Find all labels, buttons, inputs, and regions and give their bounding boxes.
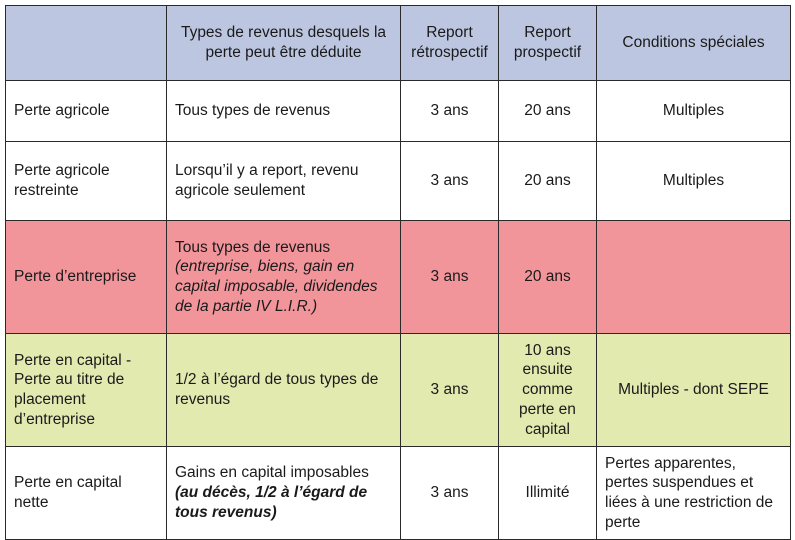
revenue-types-cell: Tous types de revenus (entreprise, biens…: [166, 220, 401, 334]
revenue-types-note: (au décès, 1/2 à l’égard de tous revenus…: [175, 484, 368, 521]
carryforward-cell: 20 ans: [498, 141, 597, 221]
header-special-conditions: Conditions spéciales: [596, 5, 791, 81]
revenue-types-cell: Gains en capital imposables (au décès, 1…: [166, 446, 401, 540]
carryback-cell: 3 ans: [400, 220, 499, 334]
table-row-business-loss: Perte d’entreprise Tous types de revenus…: [5, 220, 791, 334]
revenue-types-text: 1/2 à l’égard de tous types de revenus: [175, 371, 379, 408]
table-row-farm-loss: Perte agricole Tous types de revenus 3 a…: [5, 80, 791, 142]
header-blank-cell: [5, 5, 167, 81]
revenue-types-cell: Tous types de revenus: [166, 80, 401, 142]
loss-carryover-table-container: Types de revenus desquels la perte peut …: [5, 5, 791, 540]
revenue-types-text: Lorsqu’il y a report, revenu agricole se…: [175, 162, 359, 199]
loss-type-cell: Perte en capital - Perte au titre de pla…: [5, 333, 167, 447]
carryback-cell: 3 ans: [400, 141, 499, 221]
loss-type-cell: Perte agricole restreinte: [5, 141, 167, 221]
table-row-capital-loss-abil: Perte en capital - Perte au titre de pla…: [5, 333, 791, 447]
loss-type-cell: Perte agricole: [5, 80, 167, 142]
revenue-types-cell: Lorsqu’il y a report, revenu agricole se…: [166, 141, 401, 221]
conditions-cell: [596, 220, 791, 334]
header-carryback: Report rétrospectif: [400, 5, 499, 81]
table-row-net-capital-loss: Perte en capital nette Gains en capital …: [5, 446, 791, 540]
revenue-types-text: Gains en capital imposables: [175, 464, 369, 482]
carryforward-cell: 20 ans: [498, 80, 597, 142]
carryback-cell: 3 ans: [400, 333, 499, 447]
revenue-types-text: Tous types de revenus: [175, 102, 331, 120]
carryforward-cell: 20 ans: [498, 220, 597, 334]
revenue-types-note: (entreprise, biens, gain en capital impo…: [175, 258, 378, 315]
header-carryforward: Report prospectif: [498, 5, 597, 81]
conditions-cell: Multiples: [596, 80, 791, 142]
header-revenue-types: Types de revenus desquels la perte peut …: [166, 5, 401, 81]
carryback-cell: 3 ans: [400, 80, 499, 142]
revenue-types-cell: 1/2 à l’égard de tous types de revenus: [166, 333, 401, 447]
revenue-types-text: Tous types de revenus: [175, 238, 331, 256]
loss-type-cell: Perte en capital nette: [5, 446, 167, 540]
loss-type-cell: Perte d’entreprise: [5, 220, 167, 334]
conditions-cell: Pertes apparentes, pertes suspendues et …: [596, 446, 791, 540]
header-row: Types de revenus desquels la perte peut …: [5, 5, 791, 81]
table-row-restricted-farm-loss: Perte agricole restreinte Lorsqu’il y a …: [5, 141, 791, 221]
carryback-cell: 3 ans: [400, 446, 499, 540]
carryforward-cell: 10 ans ensuite comme perte en capital: [498, 333, 597, 447]
loss-carryover-table: Types de revenus desquels la perte peut …: [5, 5, 791, 540]
conditions-cell: Multiples: [596, 141, 791, 221]
carryforward-cell: Illimité: [498, 446, 597, 540]
conditions-cell: Multiples - dont SEPE: [596, 333, 791, 447]
